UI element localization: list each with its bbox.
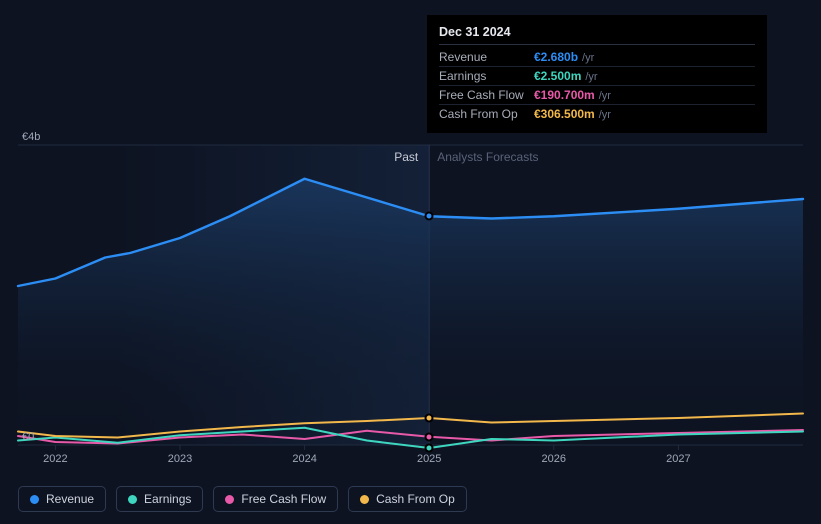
- x-axis-label: 2024: [292, 453, 316, 465]
- legend-item-label: Earnings: [144, 492, 191, 506]
- tooltip-row-value: €190.700m: [534, 88, 595, 102]
- tooltip-row-label: Free Cash Flow: [439, 88, 534, 102]
- tooltip-row: Free Cash Flow€190.700m/yr: [439, 86, 755, 105]
- x-axis-label: 2022: [43, 453, 67, 465]
- tooltip-row-label: Revenue: [439, 50, 534, 64]
- chart-marker-cashFromOp: [425, 414, 434, 423]
- tooltip-row-value: €2.680b: [534, 50, 578, 64]
- chart-marker-earnings: [425, 444, 434, 453]
- x-axis-label: 2023: [168, 453, 192, 465]
- legend-item-earnings[interactable]: Earnings: [116, 486, 203, 512]
- tooltip-row: Cash From Op€306.500m/yr: [439, 105, 755, 123]
- tooltip-row-unit: /yr: [599, 109, 611, 121]
- tooltip-row-unit: /yr: [599, 90, 611, 102]
- tooltip-row-unit: /yr: [582, 52, 594, 64]
- chart-legend: Revenue Earnings Free Cash Flow Cash From O…: [18, 486, 467, 512]
- legend-item-revenue[interactable]: Revenue: [18, 486, 106, 512]
- x-axis-label: 2026: [542, 453, 566, 465]
- chart-marker-revenue: [425, 212, 434, 221]
- legend-item-label: Revenue: [46, 492, 94, 506]
- section-label-forecast: Analysts Forecasts: [437, 150, 538, 164]
- legend-item-label: Cash From Op: [376, 492, 455, 506]
- legend-swatch-icon: [128, 495, 137, 504]
- x-axis-label: 2027: [666, 453, 690, 465]
- x-axis-label: 2025: [417, 453, 441, 465]
- tooltip-row-value: €306.500m: [534, 107, 595, 121]
- y-axis-label: €4b: [22, 131, 40, 143]
- tooltip-row-unit: /yr: [585, 71, 597, 83]
- legend-swatch-icon: [225, 495, 234, 504]
- chart-tooltip: Dec 31 2024 Revenue€2.680b/yrEarnings€2.…: [427, 15, 767, 133]
- tooltip-date: Dec 31 2024: [439, 25, 755, 45]
- legend-swatch-icon: [360, 495, 369, 504]
- chart-marker-freeCashFlow: [425, 432, 434, 441]
- tooltip-row-label: Cash From Op: [439, 107, 534, 121]
- legend-item-cashFromOp[interactable]: Cash From Op: [348, 486, 467, 512]
- legend-swatch-icon: [30, 495, 39, 504]
- tooltip-row-label: Earnings: [439, 69, 534, 83]
- tooltip-row: Revenue€2.680b/yr: [439, 48, 755, 67]
- tooltip-row-value: €2.500m: [534, 69, 581, 83]
- tooltip-row: Earnings€2.500m/yr: [439, 67, 755, 86]
- legend-item-freeCashFlow[interactable]: Free Cash Flow: [213, 486, 338, 512]
- section-label-past: Past: [394, 150, 418, 164]
- legend-item-label: Free Cash Flow: [241, 492, 326, 506]
- y-axis-label: €0: [22, 431, 34, 443]
